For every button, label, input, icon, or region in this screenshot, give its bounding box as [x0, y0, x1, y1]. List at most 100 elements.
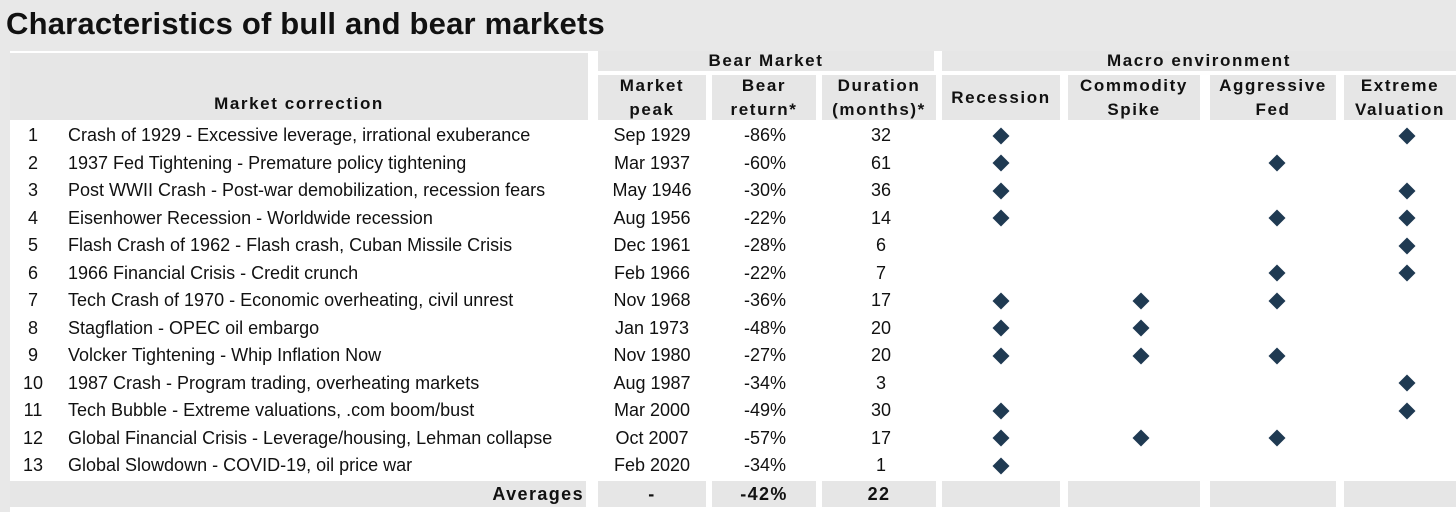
header-commodity-spike-line2: Spike	[1107, 99, 1161, 119]
row-aggressive-fed-cell	[1210, 150, 1344, 178]
row-recession-cell	[942, 425, 1060, 453]
row-commodity-spike-cell	[1068, 370, 1214, 398]
row-market-peak: Aug 1956	[613, 207, 691, 228]
row-aggressive-fed-cell	[1210, 287, 1344, 315]
averages-recession-cell	[942, 481, 1060, 507]
header-duration: Duration (months)*	[822, 75, 936, 120]
row-aggressive-fed-cell	[1210, 315, 1344, 343]
row-description: Global Slowdown - COVID-19, oil price wa…	[68, 455, 413, 476]
row-aggressive-fed-cell	[1210, 370, 1344, 398]
row-duration: 30	[870, 400, 892, 421]
row-recession-cell	[942, 287, 1060, 315]
row-duration: 20	[870, 345, 892, 366]
averages-commodity-cell	[1068, 481, 1200, 507]
row-commodity-spike-cell	[1068, 452, 1214, 480]
diamond-icon	[992, 319, 1010, 337]
row-number: 13	[22, 455, 44, 476]
diamond-icon	[1268, 347, 1286, 365]
diamond-icon	[1268, 154, 1286, 172]
row-description: 1966 Financial Crisis - Credit crunch	[68, 262, 359, 283]
averages-label-cell: Averages	[10, 481, 586, 507]
diamond-icon	[1268, 429, 1286, 447]
header-aggressive-fed-line1: Aggressive	[1219, 75, 1327, 95]
row-number: 2	[27, 152, 38, 173]
row-commodity-spike-cell	[1068, 177, 1214, 205]
row-extreme-valuation-cell	[1344, 315, 1456, 343]
averages-label: Averages	[492, 483, 584, 504]
diamond-icon	[1132, 319, 1150, 337]
header-aggressive-fed: Aggressive Fed	[1210, 75, 1336, 120]
row-aggressive-fed-cell	[1210, 177, 1344, 205]
row-description: 1937 Fed Tightening - Premature policy t…	[68, 152, 467, 173]
row-number: 4	[27, 207, 38, 228]
row-bear-return: -22%	[743, 207, 787, 228]
averages-peak-cell: -	[598, 481, 706, 507]
row-commodity-spike-cell	[1068, 397, 1214, 425]
diamond-icon	[1398, 374, 1416, 392]
row-bear-return: -34%	[743, 372, 787, 393]
row-description: Stagflation - OPEC oil embargo	[68, 317, 320, 338]
table-row: 2 1937 Fed Tightening - Premature policy …	[10, 150, 1456, 178]
row-description: Crash of 1929 - Excessive leverage, irra…	[68, 125, 531, 146]
row-bear-return: -34%	[743, 455, 787, 476]
row-description: Eisenhower Recession - Worldwide recessi…	[68, 207, 433, 228]
row-bear-return: -27%	[743, 345, 787, 366]
row-market-peak: Mar 1937	[613, 152, 691, 173]
row-duration: 36	[870, 180, 892, 201]
row-commodity-spike-cell	[1068, 287, 1214, 315]
table-row: 7 Tech Crash of 1970 - Economic overheati…	[10, 287, 1456, 315]
diamond-icon	[1268, 292, 1286, 310]
row-commodity-spike-cell	[1068, 342, 1214, 370]
row-bear-return: -60%	[743, 152, 787, 173]
row-bear-return: -48%	[743, 317, 787, 338]
diamond-icon	[1398, 402, 1416, 420]
header-market-peak-line2: peak	[629, 99, 675, 119]
row-bear-return: -28%	[743, 235, 787, 256]
row-recession-cell	[942, 205, 1060, 233]
diamond-icon	[1132, 292, 1150, 310]
header-aggressive-fed-line2: Fed	[1255, 99, 1291, 119]
diamond-icon	[1132, 429, 1150, 447]
diamond-icon	[1132, 347, 1150, 365]
header-market-correction: Market correction	[10, 53, 588, 120]
table-row: 4 Eisenhower Recession - Worldwide recess…	[10, 205, 1456, 233]
row-extreme-valuation-cell	[1344, 205, 1456, 233]
header-commodity-spike: Commodity Spike	[1068, 75, 1200, 120]
row-aggressive-fed-cell	[1210, 122, 1344, 150]
table-row: 5 Flash Crash of 1962 - Flash crash, Cuba…	[10, 232, 1456, 260]
averages-return-cell: -42%	[712, 481, 816, 507]
row-recession-cell	[942, 260, 1060, 288]
row-aggressive-fed-cell	[1210, 452, 1344, 480]
row-commodity-spike-cell	[1068, 425, 1214, 453]
row-description: Tech Crash of 1970 - Economic overheatin…	[68, 290, 514, 311]
diamond-icon	[1398, 264, 1416, 282]
row-description: Volcker Tightening - Whip Inflation Now	[68, 345, 382, 366]
row-extreme-valuation-cell	[1344, 287, 1456, 315]
row-recession-cell	[942, 315, 1060, 343]
row-extreme-valuation-cell	[1344, 397, 1456, 425]
averages-duration-cell: 22	[822, 481, 936, 507]
header-extreme-valuation: Extreme Valuation	[1344, 75, 1456, 120]
row-extreme-valuation-cell	[1344, 177, 1456, 205]
diamond-icon	[992, 429, 1010, 447]
row-number: 6	[27, 262, 38, 283]
diamond-icon	[992, 347, 1010, 365]
row-aggressive-fed-cell	[1210, 205, 1344, 233]
row-duration: 6	[875, 235, 886, 256]
row-commodity-spike-cell	[1068, 315, 1214, 343]
row-duration: 7	[875, 262, 886, 283]
row-duration: 3	[875, 372, 886, 393]
row-extreme-valuation-cell	[1344, 122, 1456, 150]
row-number: 9	[27, 345, 38, 366]
data-table: Market correction Bear Market Macro envi…	[10, 51, 1456, 512]
row-bear-return: -22%	[743, 262, 787, 283]
row-commodity-spike-cell	[1068, 122, 1214, 150]
table-row: 10 1987 Crash - Program trading, overheat…	[10, 370, 1456, 398]
diamond-icon	[992, 292, 1010, 310]
row-aggressive-fed-cell	[1210, 342, 1344, 370]
row-recession-cell	[942, 370, 1060, 398]
row-extreme-valuation-cell	[1344, 150, 1456, 178]
row-market-peak: Dec 1961	[613, 235, 691, 256]
diamond-icon	[992, 402, 1010, 420]
header-macro-environment: Macro environment	[942, 51, 1456, 71]
